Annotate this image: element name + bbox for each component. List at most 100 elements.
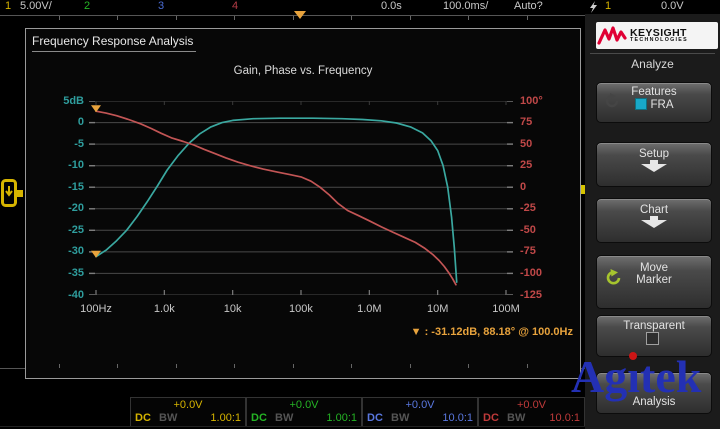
move-marker-label-2: Marker xyxy=(636,274,672,286)
channel-probe-ratio: 10.0:1 xyxy=(549,412,580,424)
ruler-tick xyxy=(526,364,528,368)
gain-axis-tick: -35 xyxy=(68,266,84,279)
ruler-tick xyxy=(58,16,60,20)
phase-axis-tick: -75 xyxy=(520,245,536,258)
freq-axis-tick: 100Hz xyxy=(80,303,112,315)
marker-triangle[interactable] xyxy=(91,105,101,113)
analysis-button[interactable]: Analysis xyxy=(596,372,712,414)
channel-probe-ratio: 1.00:1 xyxy=(326,412,357,424)
trigger-source[interactable]: 1 xyxy=(605,0,612,12)
phase-curve xyxy=(95,110,457,286)
sidebar-menu-title: Analyze xyxy=(631,57,674,71)
channel-coupling: DC xyxy=(367,412,383,424)
gain-axis-tick: -30 xyxy=(68,245,84,258)
channel-2-badge[interactable]: 2 xyxy=(84,0,91,12)
setup-label: Setup xyxy=(638,148,670,160)
move-marker-label-1: Move xyxy=(639,262,669,274)
features-recall-icon xyxy=(604,93,620,112)
gain-axis-tick: -5 xyxy=(74,137,84,150)
channel-offset: +0.0V xyxy=(173,399,203,411)
channel-offset: +0.0V xyxy=(405,399,435,411)
chart-button[interactable]: Chart xyxy=(596,198,712,243)
ruler-tick xyxy=(58,364,60,368)
sidebar-divider xyxy=(590,53,715,54)
gain-axis-tick: -20 xyxy=(68,202,84,215)
keysight-spark-icon xyxy=(597,25,627,45)
channel-bandwidth: BW xyxy=(159,412,178,424)
ruler-tick xyxy=(234,364,235,368)
ruler-tick xyxy=(292,364,294,368)
channel-bandwidth: BW xyxy=(275,412,294,424)
chart-label: Chart xyxy=(639,204,669,216)
ruler-tick xyxy=(526,16,528,20)
marker-readout: ▼ : -31.12dB, 88.18° @ 100.0Hz xyxy=(410,326,573,338)
channel-1-scale[interactable]: 5.00V/ xyxy=(20,0,52,12)
analyze-sidebar: KEYSIGHT TECHNOLOGIES Analyze Features F… xyxy=(585,14,720,429)
channel-probe-ratio: 1.00:1 xyxy=(210,412,241,424)
transparent-checkbox-icon xyxy=(645,332,659,345)
channel-probe-ratio: 10.0:1 xyxy=(442,412,473,424)
channel-1-readout[interactable]: +0.0V DC BW 1.00:1 xyxy=(130,397,246,427)
channel-4-badge[interactable]: 4 xyxy=(232,0,239,12)
acquire-mode[interactable]: Auto? xyxy=(514,0,543,12)
fra-window-title: Frequency Response Analysis xyxy=(32,34,197,52)
features-label: Features xyxy=(631,86,677,98)
gain-curve xyxy=(95,117,458,283)
channel-2-readout[interactable]: +0.0V DC BW 1.00:1 xyxy=(246,397,362,427)
timebase-readout[interactable]: 100.0ms/ xyxy=(443,0,489,12)
channel-1-ground-marker-icon[interactable] xyxy=(1,179,23,214)
phase-axis-tick: -125 xyxy=(520,288,543,301)
gain-axis-tick: -25 xyxy=(68,223,84,236)
freq-axis-tick: 100M xyxy=(492,303,520,315)
phase-axis-tick: 50 xyxy=(520,137,533,150)
gain-axis-tick: -15 xyxy=(68,180,84,193)
transparent-button[interactable]: Transparent xyxy=(596,315,712,357)
channel-1-badge[interactable]: 1 xyxy=(5,0,12,12)
phase-axis-tick: 0 xyxy=(520,180,527,193)
ruler-tick xyxy=(175,16,177,20)
phase-axis-tick: -100 xyxy=(520,266,543,279)
trigger-level-readout[interactable]: 0.0V xyxy=(661,0,684,12)
brand-name: KEYSIGHT xyxy=(630,26,687,39)
agitek-watermark: Agı tek xyxy=(571,351,702,402)
watermark-dot xyxy=(629,352,638,360)
gain-axis-tick: -10 xyxy=(68,159,84,172)
gain-axis-tick: -40 xyxy=(68,288,84,301)
freq-axis-tick: 1.0k xyxy=(153,303,175,315)
graticule-top-ruler xyxy=(0,15,585,16)
delay-readout[interactable]: 0.0s xyxy=(381,0,402,12)
fra-value: FRA xyxy=(650,99,674,111)
ruler-tick xyxy=(292,16,294,20)
channel-3-badge[interactable]: 3 xyxy=(158,0,165,12)
move-marker-button[interactable]: Move Marker xyxy=(596,255,712,309)
bottom-divider xyxy=(0,426,585,427)
channel-4-readout[interactable]: +0.0V DC BW 10.0:1 xyxy=(478,397,585,427)
features-button[interactable]: Features FRA xyxy=(596,82,712,123)
chart-title: Gain, Phase vs. Frequency xyxy=(233,65,373,77)
phase-axis-tick: -25 xyxy=(520,202,536,215)
channel-coupling: DC xyxy=(483,412,499,424)
marker-triangle[interactable] xyxy=(91,250,101,258)
bode-plot[interactable] xyxy=(89,101,513,295)
analysis-label: Analysis xyxy=(632,396,676,408)
setup-button[interactable]: Setup xyxy=(596,142,712,187)
channel-coupling: DC xyxy=(135,412,151,424)
ruler-tick xyxy=(117,16,118,20)
phase-axis-tick: 75 xyxy=(520,116,533,129)
freq-axis-tick: 1.0M xyxy=(357,303,382,315)
freq-axis-tick: 10k xyxy=(223,303,242,315)
ruler-tick xyxy=(409,364,411,368)
channel-bandwidth: BW xyxy=(507,412,526,424)
trigger-level-marker[interactable] xyxy=(577,185,585,194)
ruler-tick xyxy=(351,16,352,20)
trigger-position-marker[interactable] xyxy=(294,11,306,19)
channel-3-readout[interactable]: +0.0V DC BW 10.0:1 xyxy=(362,397,478,427)
freq-axis-tick: 100k xyxy=(289,303,313,315)
brand-sub: TECHNOLOGIES xyxy=(630,37,688,44)
phase-axis-tick: 100° xyxy=(520,94,543,107)
phase-axis-tick: 25 xyxy=(520,159,533,172)
ruler-tick xyxy=(351,364,352,368)
rotate-knob-icon xyxy=(605,269,622,289)
freq-axis-tick: 10M xyxy=(426,303,449,315)
phase-axis-tick: -50 xyxy=(520,223,536,236)
